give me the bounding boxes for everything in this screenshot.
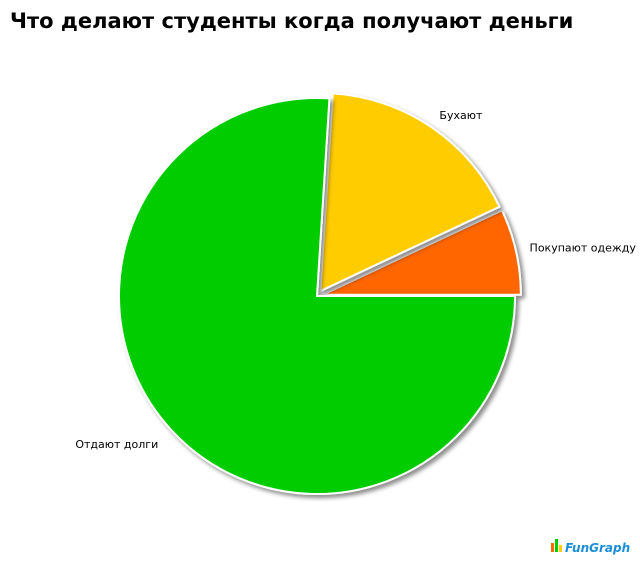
pie-slice — [319, 92, 501, 293]
chart-title: Что делают студенты когда получают деньг… — [10, 9, 573, 33]
slice-label: Покупают одежду — [530, 241, 637, 254]
slice-label: Бухают — [439, 109, 483, 122]
logo-text: FunGraph — [565, 541, 630, 555]
logo-bar — [551, 543, 554, 552]
logo-bar — [555, 539, 558, 552]
pie-slice — [118, 97, 517, 495]
slice-label: Отдают долги — [75, 438, 158, 451]
logo: FunGraph — [551, 539, 630, 555]
pie-slice — [322, 209, 522, 296]
logo-bar — [559, 545, 562, 552]
pie — [118, 92, 522, 495]
